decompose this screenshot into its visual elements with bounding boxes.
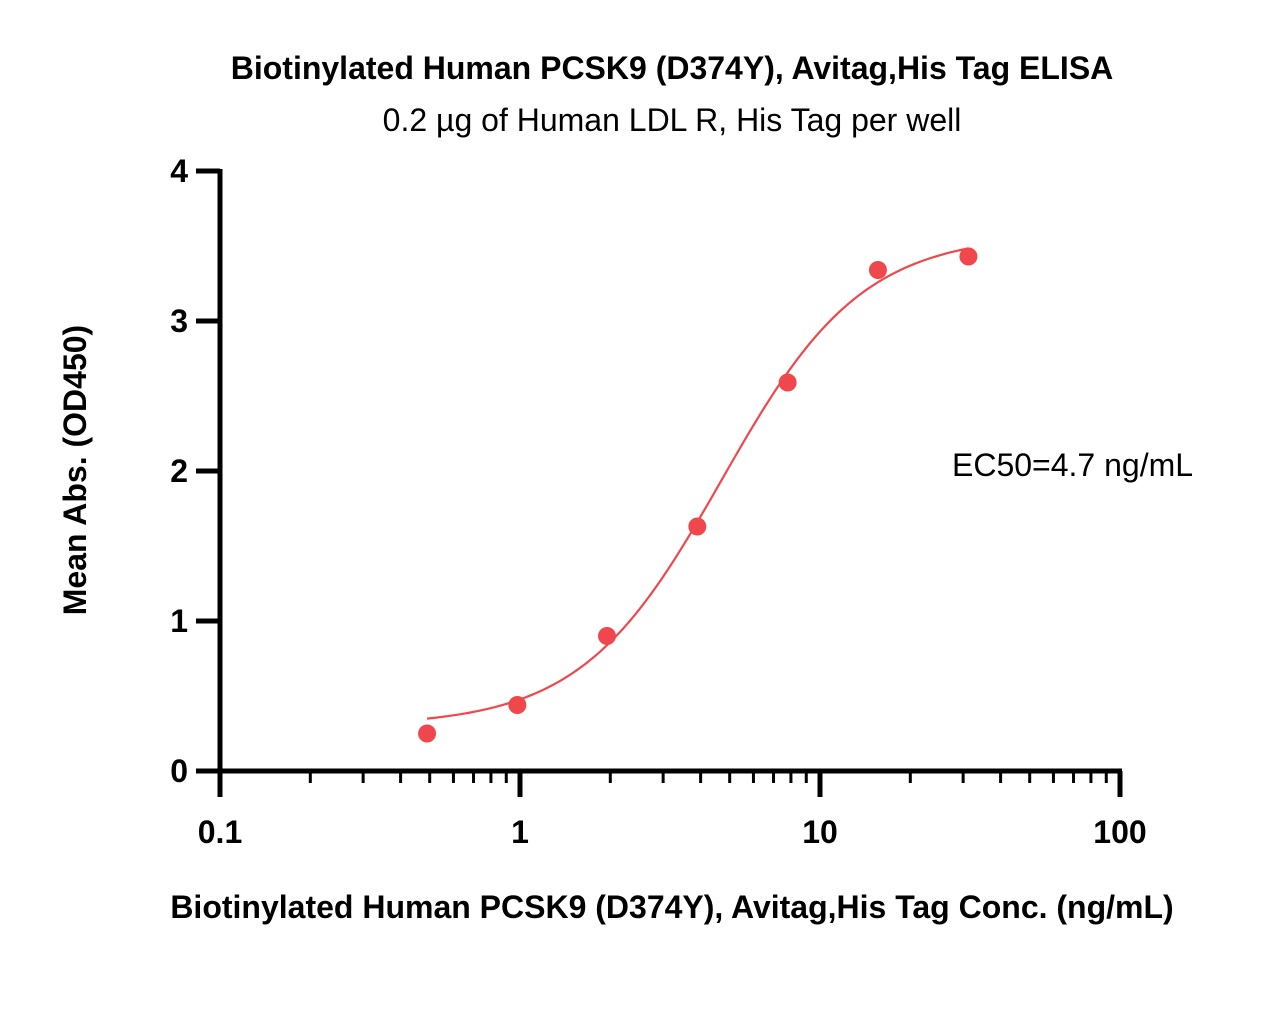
y-axis: 0 1 2 3 4 (170, 153, 223, 789)
data-point (959, 247, 978, 266)
chart-subtitle: 0.2 µg of Human LDL R, His Tag per well (383, 102, 962, 138)
data-point (778, 373, 797, 392)
fit-curve (426, 247, 969, 720)
x-tick-label: 1 (511, 814, 529, 850)
data-point (868, 261, 887, 279)
y-tick-label: 4 (170, 153, 188, 189)
y-tick-label: 3 (170, 303, 188, 339)
x-tick-label: 100 (1093, 814, 1146, 850)
data-point (418, 724, 437, 743)
ec50-annotation: EC50=4.7 ng/mL (952, 447, 1193, 483)
data-point (598, 627, 617, 645)
x-tick-label: 0.1 (198, 814, 242, 850)
y-tick-label: 1 (170, 603, 188, 639)
y-tick-label: 0 (170, 753, 188, 789)
x-tick-label: 10 (802, 814, 838, 850)
y-axis-label: Mean Abs. (OD450) (57, 325, 93, 615)
data-point (688, 517, 707, 536)
chart-title: Biotinylated Human PCSK9 (D374Y), Avitag… (231, 50, 1114, 86)
y-tick-label: 2 (170, 453, 188, 489)
x-axis-label: Biotinylated Human PCSK9 (D374Y), Avitag… (170, 889, 1173, 925)
data-point (508, 696, 527, 714)
x-axis: 0.1 1 10 100 (196, 768, 1147, 850)
data-points (418, 247, 978, 743)
